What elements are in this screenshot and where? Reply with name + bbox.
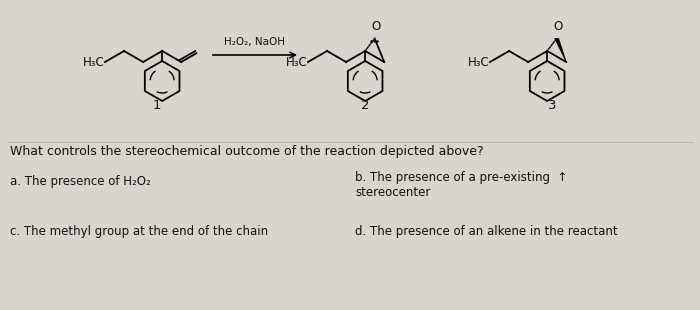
Text: stereocenter: stereocenter <box>355 185 430 198</box>
Text: 3: 3 <box>548 99 556 112</box>
Text: a. The presence of H₂O₂: a. The presence of H₂O₂ <box>10 175 150 188</box>
Text: 2: 2 <box>361 99 370 112</box>
Text: O: O <box>553 20 562 33</box>
Text: H₃C: H₃C <box>83 55 105 69</box>
Text: d. The presence of an alkene in the reactant: d. The presence of an alkene in the reac… <box>355 225 617 238</box>
Text: O: O <box>371 20 380 33</box>
Text: H₃C: H₃C <box>286 55 308 69</box>
Text: H₂O₂, NaOH: H₂O₂, NaOH <box>225 37 286 47</box>
Text: H₃C: H₃C <box>468 55 490 69</box>
Polygon shape <box>554 38 566 62</box>
Text: c. The methyl group at the end of the chain: c. The methyl group at the end of the ch… <box>10 225 268 238</box>
Text: b. The presence of a pre-existing  ↑: b. The presence of a pre-existing ↑ <box>355 170 568 184</box>
Text: What controls the stereochemical outcome of the reaction depicted above?: What controls the stereochemical outcome… <box>10 145 484 158</box>
Text: 1: 1 <box>153 99 162 112</box>
